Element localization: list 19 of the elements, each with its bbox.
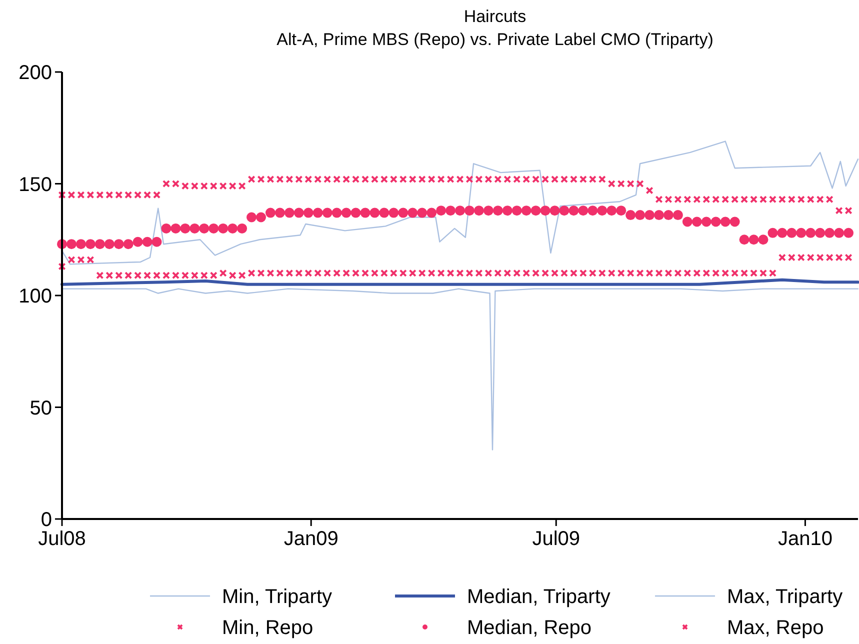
x-tick-label: Jul08 bbox=[38, 528, 86, 550]
legend-label: Median, Repo bbox=[467, 617, 592, 639]
chart-title: Haircuts bbox=[464, 7, 526, 26]
x-tick-label: Jan10 bbox=[778, 528, 832, 550]
y-tick-label: 100 bbox=[18, 286, 52, 308]
y-tick-label: 200 bbox=[18, 62, 52, 84]
chart-subtitle: Alt-A, Prime MBS (Repo) vs. Private Label CMO (Triparty) bbox=[276, 30, 714, 49]
legend-label: Max, Repo bbox=[727, 617, 824, 639]
y-tick-label: 50 bbox=[30, 397, 52, 420]
x-tick-label: Jan09 bbox=[284, 528, 338, 550]
legend-label: Max, Triparty bbox=[727, 586, 843, 608]
legend-label: Median, Triparty bbox=[467, 586, 610, 608]
legend-label: Min, Repo bbox=[222, 617, 314, 639]
line-series bbox=[61, 140, 859, 265]
x-tick-label: Jul09 bbox=[532, 528, 580, 550]
y-tick-label: 0 bbox=[40, 509, 52, 531]
legend-label: Min, Triparty bbox=[222, 586, 332, 608]
line-series bbox=[61, 288, 859, 450]
y-tick-label: 150 bbox=[18, 174, 52, 196]
